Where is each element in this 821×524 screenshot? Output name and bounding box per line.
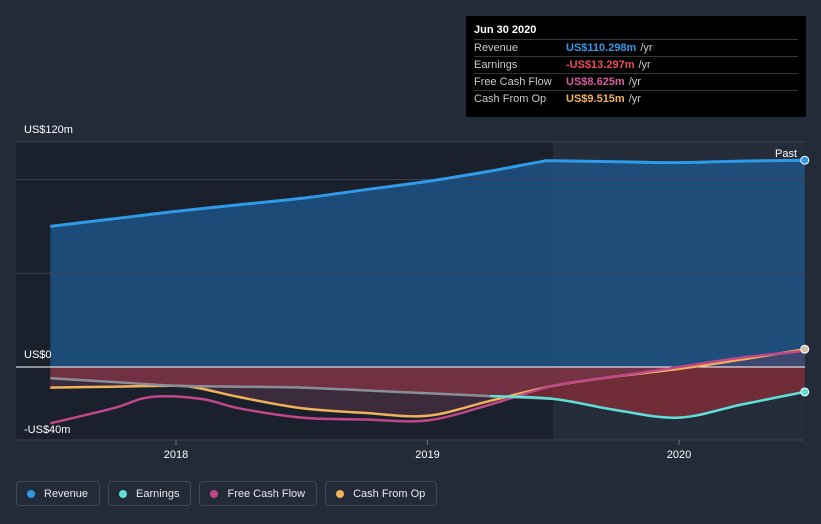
legend-label: Cash From Op [353,487,426,500]
x-tick-label-2018: 2018 [164,449,188,461]
tooltip-row-free-cash-flow: Free Cash Flow US$8.625m /yr [474,73,798,90]
revenue-area [50,160,805,367]
legend-dot-icon [210,489,219,498]
tooltip-value: US$9.515m [566,93,625,105]
revenue-end-dot [800,155,810,165]
tooltip-row-earnings: Earnings -US$13.297m /yr [474,56,798,73]
legend-dot-icon [119,489,128,498]
legend-label: Free Cash Flow [227,487,306,500]
earnings-line [490,390,806,419]
tooltip-row-revenue: Revenue US$110.298m /yr [474,39,798,56]
y-tick-label-top: US$120m [24,124,73,136]
legend-item-cash-from-op[interactable]: Cash From Op [325,481,438,506]
tooltip-date: Jun 30 2020 [474,24,537,36]
cash-from-op-end-dot [800,344,810,354]
chart-area: Past US$120m US$0 -US$40m 2018 2019 2020 [16,124,810,461]
tooltip-row-cash-from-op: Cash From Op US$9.515m /yr [474,90,798,107]
y-tick-label-bottom: -US$40m [24,424,70,436]
legend-item-free-cash-flow[interactable]: Free Cash Flow [199,481,318,506]
tooltip-unit: /yr [638,59,651,71]
legend-dot-icon [336,489,345,498]
tooltip-unit: /yr [640,42,653,54]
legend-item-earnings[interactable]: Earnings [108,481,192,506]
legend-label: Earnings [136,487,180,500]
free-cash-flow-line [50,349,805,425]
earnings-end-dot [800,387,810,397]
tooltip-unit: /yr [628,76,641,88]
tooltip-label: Cash From Op [474,93,547,105]
legend-dot-icon [27,489,35,498]
x-tick-label-2020: 2020 [667,449,691,461]
x-tick-label-2019: 2019 [415,449,439,461]
tooltip-label: Earnings [474,59,518,71]
revenue-line [50,158,805,228]
tooltip-label: Free Cash Flow [474,76,552,88]
tooltip-label: Revenue [474,42,519,54]
data-tooltip: Jun 30 2020 Revenue US$110.298m /yr Earn… [466,16,806,117]
series-lines [50,158,806,425]
past-label: Past [775,148,797,160]
legend-item-revenue[interactable]: Revenue [16,481,101,506]
chart-legend: Revenue Earnings Free Cash Flow Cash Fro… [16,481,438,506]
legend-label: Revenue [44,487,89,500]
series-end-dots [800,155,810,397]
earnings-line-history [50,377,554,401]
tooltip-value: -US$13.297m [566,59,635,71]
tooltip-unit: /yr [628,93,641,105]
cash-from-op-area [50,349,805,417]
tooltip-value: US$110.298m [566,42,637,54]
tooltip-value: US$8.625m [566,76,625,88]
y-tick-label-zero: US$0 [24,349,52,361]
